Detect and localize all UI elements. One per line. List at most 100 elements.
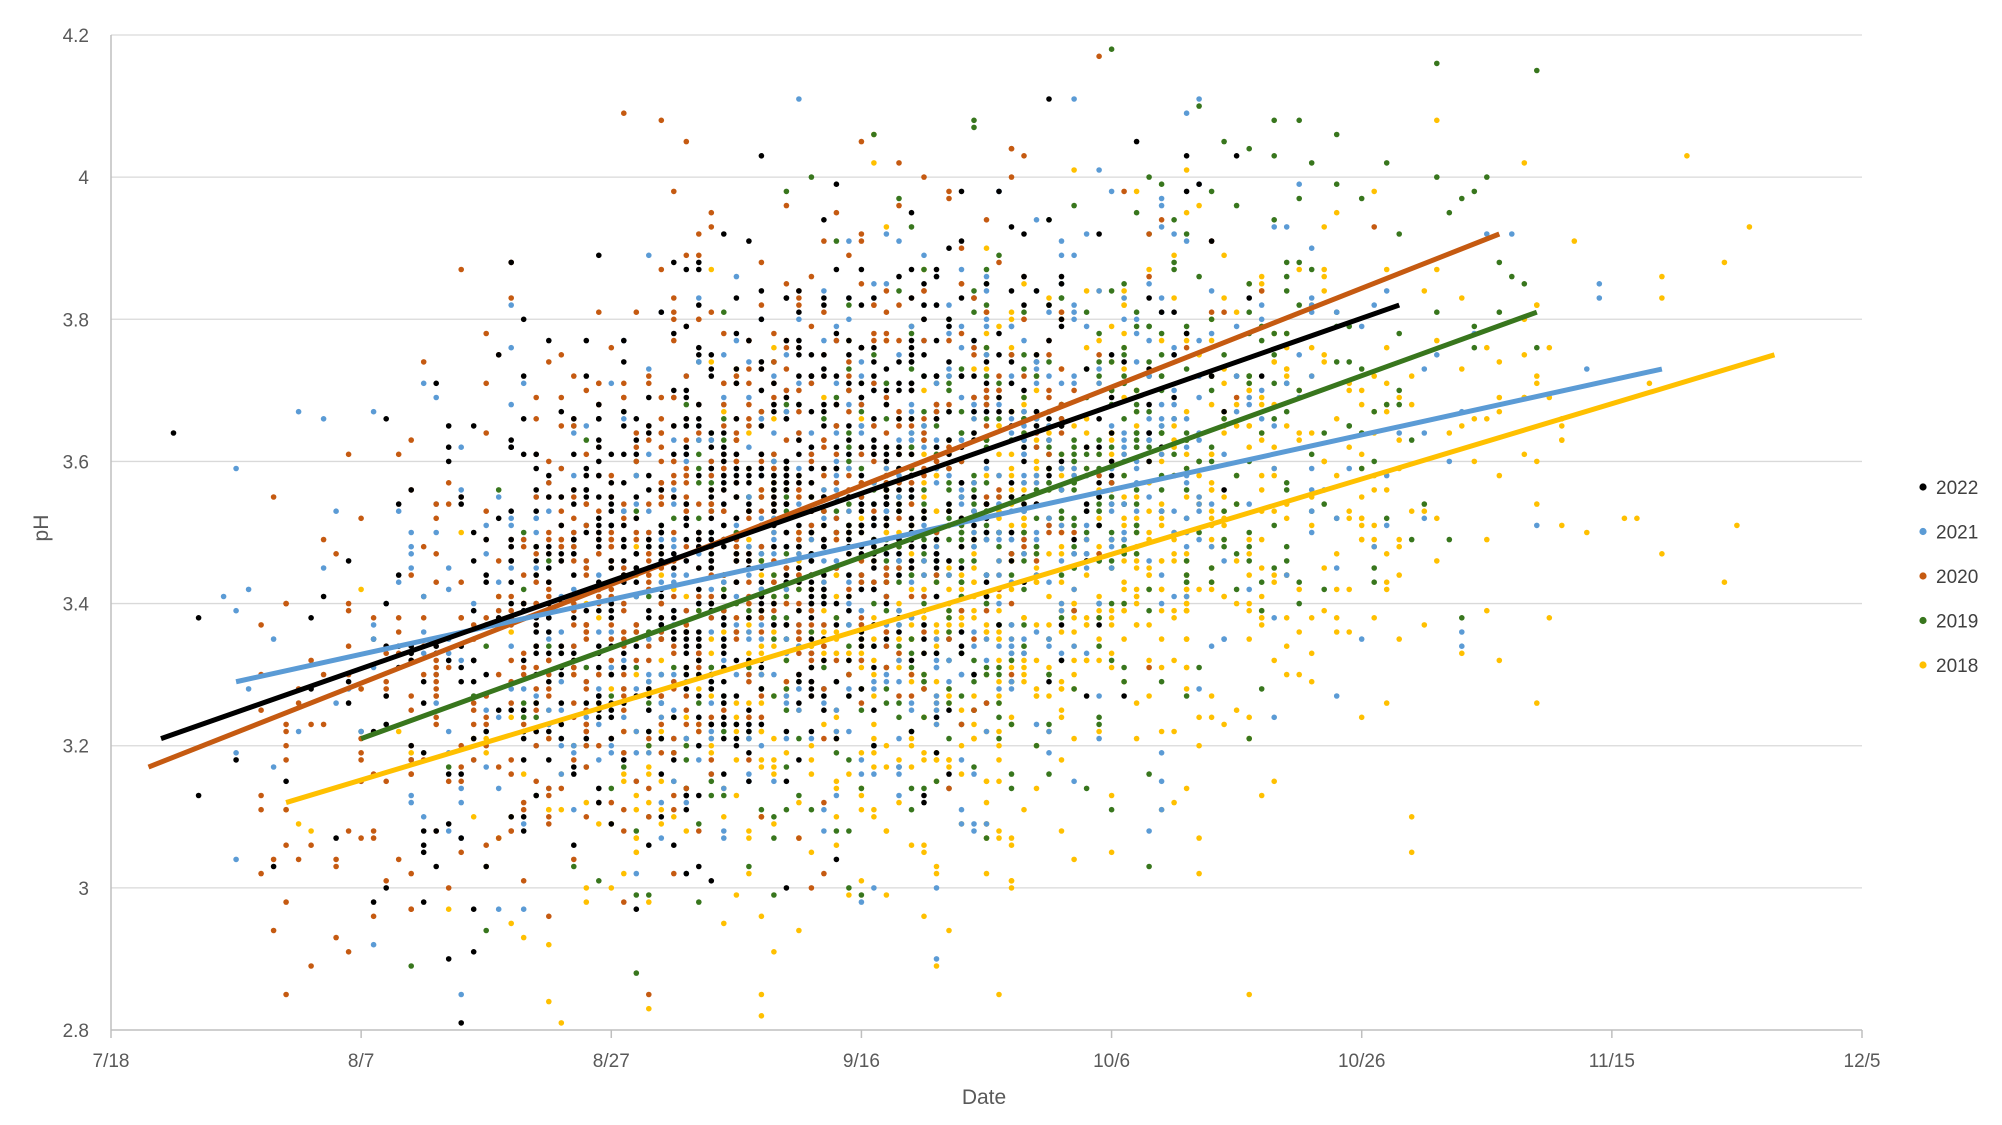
data-point (871, 615, 877, 621)
data-point (1008, 721, 1015, 728)
data-point (833, 458, 840, 465)
data-point (921, 849, 927, 856)
data-point (1108, 792, 1115, 799)
data-point (796, 757, 802, 763)
data-point (546, 586, 552, 593)
data-point (983, 657, 990, 664)
data-point (520, 451, 527, 458)
data-point (671, 615, 677, 621)
data-point (771, 551, 777, 557)
data-point (546, 480, 552, 486)
data-point (1008, 373, 1015, 379)
data-point (746, 828, 752, 834)
data-point (996, 408, 1002, 415)
data-point (1271, 522, 1277, 529)
data-point (758, 650, 765, 657)
data-point (896, 195, 902, 202)
data-point (1008, 494, 1015, 500)
data-point (958, 529, 965, 536)
data-point (1283, 380, 1290, 387)
data-point (1096, 231, 1102, 237)
data-point (608, 750, 615, 756)
y-axis-ticks: 2.833.23.43.63.844.2 (63, 26, 90, 1042)
data-point (1371, 408, 1377, 415)
data-point (896, 572, 902, 578)
data-point (1496, 359, 1503, 365)
data-point (921, 302, 927, 308)
data-point (683, 558, 690, 564)
data-point (1071, 686, 1077, 692)
data-point (758, 494, 765, 500)
data-point (220, 593, 227, 600)
data-point (871, 764, 877, 770)
data-point (520, 536, 527, 543)
data-point (1021, 153, 1027, 159)
data-point (345, 828, 352, 834)
data-point (771, 778, 777, 785)
data-point (1008, 586, 1015, 593)
data-point (546, 707, 552, 713)
data-point (958, 671, 965, 678)
legend-marker-2018 (1919, 661, 1927, 669)
data-point (783, 408, 790, 415)
data-point (921, 387, 927, 394)
data-point (1008, 380, 1015, 387)
data-point (508, 565, 514, 571)
data-point (283, 899, 289, 905)
data-point (908, 494, 915, 500)
data-point (1308, 615, 1315, 621)
data-point (1196, 181, 1202, 187)
data-point (1058, 714, 1065, 721)
data-point (1021, 387, 1027, 394)
data-point (708, 629, 715, 635)
data-point (1471, 188, 1478, 195)
data-point (983, 494, 990, 500)
data-point (958, 643, 965, 649)
data-point (558, 558, 565, 564)
data-point (646, 423, 652, 429)
data-point (671, 472, 677, 479)
data-point (708, 664, 715, 671)
data-point (1058, 757, 1065, 763)
data-point (308, 615, 314, 621)
data-point (1146, 572, 1152, 578)
data-point (846, 366, 852, 372)
data-point (1308, 678, 1315, 685)
data-point (696, 721, 702, 728)
data-point (771, 401, 777, 408)
data-point (783, 622, 790, 628)
data-point (971, 288, 977, 294)
data-point (508, 593, 514, 600)
data-point (846, 508, 852, 514)
data-point (1083, 529, 1090, 536)
data-point (1046, 472, 1052, 479)
data-point (1046, 750, 1052, 756)
data-point (746, 579, 752, 585)
data-point (921, 437, 927, 443)
data-point (846, 423, 852, 429)
data-point (1071, 536, 1077, 543)
data-point (433, 664, 440, 671)
data-point (633, 657, 640, 664)
data-point (1171, 309, 1177, 316)
data-point (896, 551, 902, 557)
data-point (1021, 643, 1027, 649)
data-point (621, 778, 627, 785)
data-point (596, 444, 602, 451)
data-point (946, 764, 952, 770)
data-point (946, 245, 952, 251)
data-point (470, 600, 477, 607)
data-point (833, 593, 840, 600)
data-point (708, 565, 715, 571)
data-point (283, 778, 289, 785)
data-point (1596, 295, 1603, 301)
data-point (908, 423, 915, 429)
data-point (1158, 515, 1165, 522)
data-point (408, 870, 415, 877)
data-point (933, 551, 940, 557)
data-point (846, 401, 852, 408)
data-point (1221, 295, 1227, 301)
data-point (721, 785, 727, 792)
data-point (721, 622, 727, 628)
data-point (1008, 529, 1015, 536)
